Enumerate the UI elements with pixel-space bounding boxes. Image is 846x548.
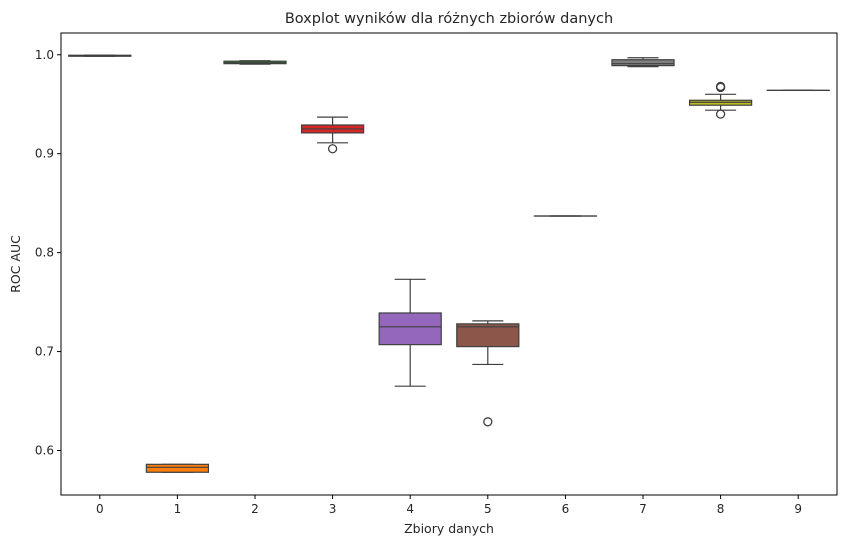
outlier-point (715, 109, 726, 119)
box-series (68, 54, 830, 473)
box-1 (145, 463, 210, 473)
box-2 (223, 60, 287, 65)
box-iqr (378, 312, 442, 346)
x-tick-label: 5 (484, 502, 492, 516)
x-tick-label: 3 (329, 502, 337, 516)
outlier-point (715, 81, 726, 92)
outlier-point (483, 417, 493, 427)
x-axis-title: Zbiory danych (404, 521, 494, 536)
x-tick-label: 7 (639, 502, 647, 516)
x-tick-label: 8 (717, 502, 725, 516)
box-iqr (456, 323, 520, 348)
y-tick-label: 0.9 (35, 147, 54, 161)
x-tick-label: 0 (96, 502, 104, 516)
box-7 (611, 57, 675, 68)
y-tick-label: 0.7 (35, 345, 54, 359)
box-iqr (611, 59, 675, 67)
x-tick-label: 6 (562, 502, 570, 516)
x-tick-label: 9 (794, 502, 802, 516)
plot-area-frame (60, 32, 838, 496)
box-iqr (145, 463, 210, 473)
y-axis-title: ROC AUC (8, 235, 23, 293)
x-axis: 0 1 2 3 4 5 6 7 8 9 (96, 495, 802, 516)
box-5 (456, 320, 520, 427)
x-tick-label: 4 (406, 502, 414, 516)
box-3 (300, 116, 365, 154)
x-tick-label: 1 (174, 502, 182, 516)
box-0 (68, 54, 132, 57)
y-axis: 0.6 0.7 0.8 0.9 1.0 (35, 48, 61, 457)
y-tick-label: 0.8 (35, 246, 54, 260)
box-8 (688, 81, 753, 119)
y-tick-label: 1.0 (35, 48, 54, 62)
box-4 (378, 278, 442, 387)
x-tick-label: 2 (251, 502, 259, 516)
y-tick-label: 0.6 (35, 443, 54, 457)
chart-title: Boxplot wyników dla różnych zbiorów dany… (285, 11, 613, 27)
outlier-point (327, 144, 338, 154)
